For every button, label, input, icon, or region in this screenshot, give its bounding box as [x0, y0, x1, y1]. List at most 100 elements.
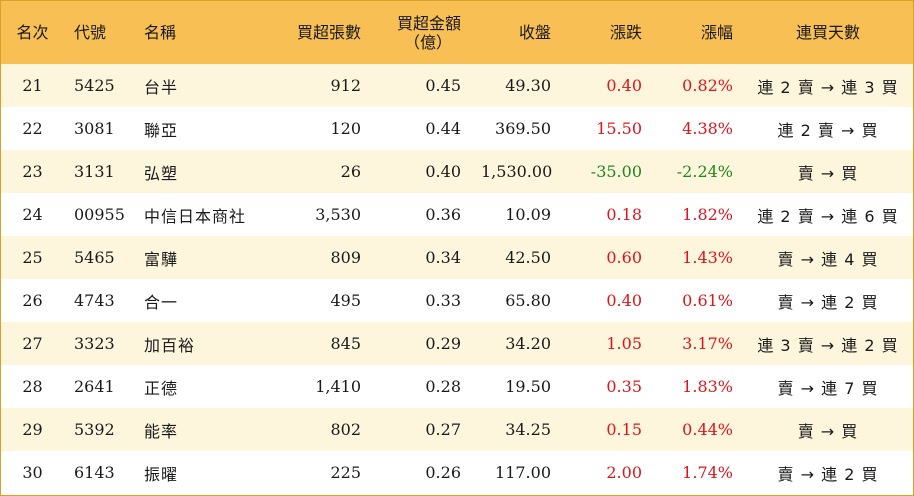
cell-name: 聯亞: [144, 120, 179, 140]
table-header: 名次 代號 名稱 買超張數 買超金額 （億） 收盤 漲跌 漲幅 連買天數: [1, 1, 913, 64]
header-net-buy-amount-line1: 買超金額: [396, 13, 461, 33]
cell-change: 0.60: [606, 248, 642, 267]
cell-net-buy-lots: 120: [330, 119, 361, 138]
cell-change-pct: 3.17%: [682, 334, 733, 353]
cell-code: 4743: [74, 291, 115, 310]
cell-change-pct: 1.82%: [682, 205, 733, 224]
cell-net-buy-lots: 225: [330, 463, 361, 482]
cell-change-pct: 0.82%: [682, 76, 733, 95]
cell-code: 5465: [74, 248, 115, 267]
table-row: 28 2641 正德 1,410 0.28 19.50 0.35 1.83% 賣…: [1, 365, 913, 408]
cell-name: 能率: [144, 421, 179, 441]
cell-net-buy-amount: 0.45: [425, 76, 461, 95]
cell-name: 正德: [144, 378, 179, 398]
cell-code: 5425: [74, 76, 115, 95]
table-row: 21 5425 台半 912 0.45 49.30 0.40 0.82% 連 2…: [1, 64, 913, 107]
cell-net-buy-lots: 912: [330, 76, 361, 95]
cell-close: 49.30: [505, 76, 551, 95]
cell-net-buy-amount: 0.29: [425, 334, 461, 353]
cell-streak: 連 2 賣 → 連 6 買: [757, 206, 899, 226]
cell-change-pct: 0.61%: [682, 291, 733, 310]
cell-change-pct: 0.44%: [682, 420, 733, 439]
header-code: 代號: [74, 23, 107, 42]
table-row: 27 3323 加百裕 845 0.29 34.20 1.05 3.17% 連 …: [1, 322, 913, 365]
header-row: 名次 代號 名稱 買超張數 買超金額 （億） 收盤 漲跌 漲幅 連買天數: [1, 1, 913, 64]
cell-rank: 24: [22, 205, 43, 224]
cell-name: 中信日本商社: [144, 206, 247, 226]
header-net-buy-amount-line2: （億）: [403, 32, 452, 52]
header-net-buy-lots: 買超張數: [296, 23, 361, 42]
cell-net-buy-amount: 0.27: [425, 420, 461, 439]
cell-rank: 29: [22, 420, 43, 439]
cell-change: 1.05: [606, 334, 642, 353]
cell-streak: 賣 → 連 4 買: [777, 249, 879, 269]
cell-net-buy-amount: 0.28: [425, 377, 461, 396]
cell-change: 0.18: [606, 205, 642, 224]
cell-net-buy-amount: 0.34: [425, 248, 461, 267]
cell-rank: 25: [22, 248, 43, 267]
cell-net-buy-lots: 809: [330, 248, 361, 267]
cell-change-pct: -2.24%: [676, 162, 733, 181]
table-row: 22 3081 聯亞 120 0.44 369.50 15.50 4.38% 連…: [1, 107, 913, 150]
cell-name: 振曜: [144, 464, 179, 484]
cell-net-buy-lots: 802: [330, 420, 361, 439]
cell-rank: 30: [22, 463, 43, 482]
cell-streak: 連 2 賣 → 買: [777, 120, 879, 140]
cell-streak: 連 2 賣 → 連 3 買: [757, 77, 899, 97]
cell-code: 2641: [74, 377, 115, 396]
header-change-pct: 漲幅: [700, 23, 733, 42]
cell-rank: 22: [22, 119, 43, 138]
header-net-buy-amount: 買超金額 （億）: [371, 1, 471, 64]
cell-close: 65.80: [505, 291, 551, 310]
table-row: 29 5392 能率 802 0.27 34.25 0.15 0.44% 賣 →…: [1, 408, 913, 451]
cell-net-buy-lots: 495: [330, 291, 361, 310]
table-row: 23 3131 弘塑 26 0.40 1,530.00 -35.00 -2.24…: [1, 150, 913, 193]
cell-streak: 賣 → 連 7 買: [777, 378, 879, 398]
cell-change-pct: 1.83%: [682, 377, 733, 396]
table-row: 26 4743 合一 495 0.33 65.80 0.40 0.61% 賣 →…: [1, 279, 913, 322]
table-body: 21 5425 台半 912 0.45 49.30 0.40 0.82% 連 2…: [1, 64, 913, 494]
header-streak: 連買天數: [795, 23, 860, 42]
table-row: 25 5465 富驊 809 0.34 42.50 0.60 1.43% 賣 →…: [1, 236, 913, 279]
cell-net-buy-amount: 0.26: [425, 463, 461, 482]
cell-rank: 26: [22, 291, 43, 310]
cell-net-buy-lots: 1,410: [315, 377, 361, 396]
cell-net-buy-lots: 26: [340, 162, 361, 181]
cell-code: 5392: [74, 420, 115, 439]
cell-rank: 23: [22, 162, 43, 181]
cell-change-pct: 1.74%: [682, 463, 733, 482]
header-rank: 名次: [16, 23, 49, 42]
cell-close: 10.09: [505, 205, 551, 224]
table-row: 24 00955 中信日本商社 3,530 0.36 10.09 0.18 1.…: [1, 193, 913, 236]
cell-streak: 賣 → 連 2 買: [777, 292, 879, 312]
cell-change: 0.35: [606, 377, 642, 396]
cell-close: 34.25: [505, 420, 551, 439]
header-name: 名稱: [144, 23, 177, 42]
cell-name: 加百裕: [144, 335, 196, 355]
cell-net-buy-amount: 0.44: [425, 119, 461, 138]
cell-streak: 賣 → 連 2 買: [777, 464, 879, 484]
cell-code: 6143: [74, 463, 115, 482]
cell-rank: 27: [22, 334, 43, 353]
header-change: 漲跌: [609, 23, 642, 42]
cell-close: 1,530.00: [481, 162, 553, 181]
cell-name: 合一: [144, 292, 179, 312]
cell-change: 15.50: [596, 119, 642, 138]
cell-code: 3131: [74, 162, 115, 181]
cell-net-buy-lots: 845: [330, 334, 361, 353]
cell-net-buy-lots: 3,530: [315, 205, 361, 224]
cell-change-pct: 1.43%: [682, 248, 733, 267]
cell-change: -35.00: [590, 162, 642, 181]
cell-streak: 賣 → 買: [797, 421, 859, 441]
table-row: 30 6143 振曜 225 0.26 117.00 2.00 1.74% 賣 …: [1, 451, 913, 494]
cell-net-buy-amount: 0.33: [425, 291, 461, 310]
cell-change: 0.40: [606, 291, 642, 310]
cell-change: 0.15: [606, 420, 642, 439]
cell-net-buy-amount: 0.40: [425, 162, 461, 181]
cell-rank: 21: [22, 76, 43, 95]
cell-close: 34.20: [505, 334, 551, 353]
cell-name: 弘塑: [144, 163, 179, 183]
cell-streak: 連 3 賣 → 連 2 買: [757, 335, 899, 355]
